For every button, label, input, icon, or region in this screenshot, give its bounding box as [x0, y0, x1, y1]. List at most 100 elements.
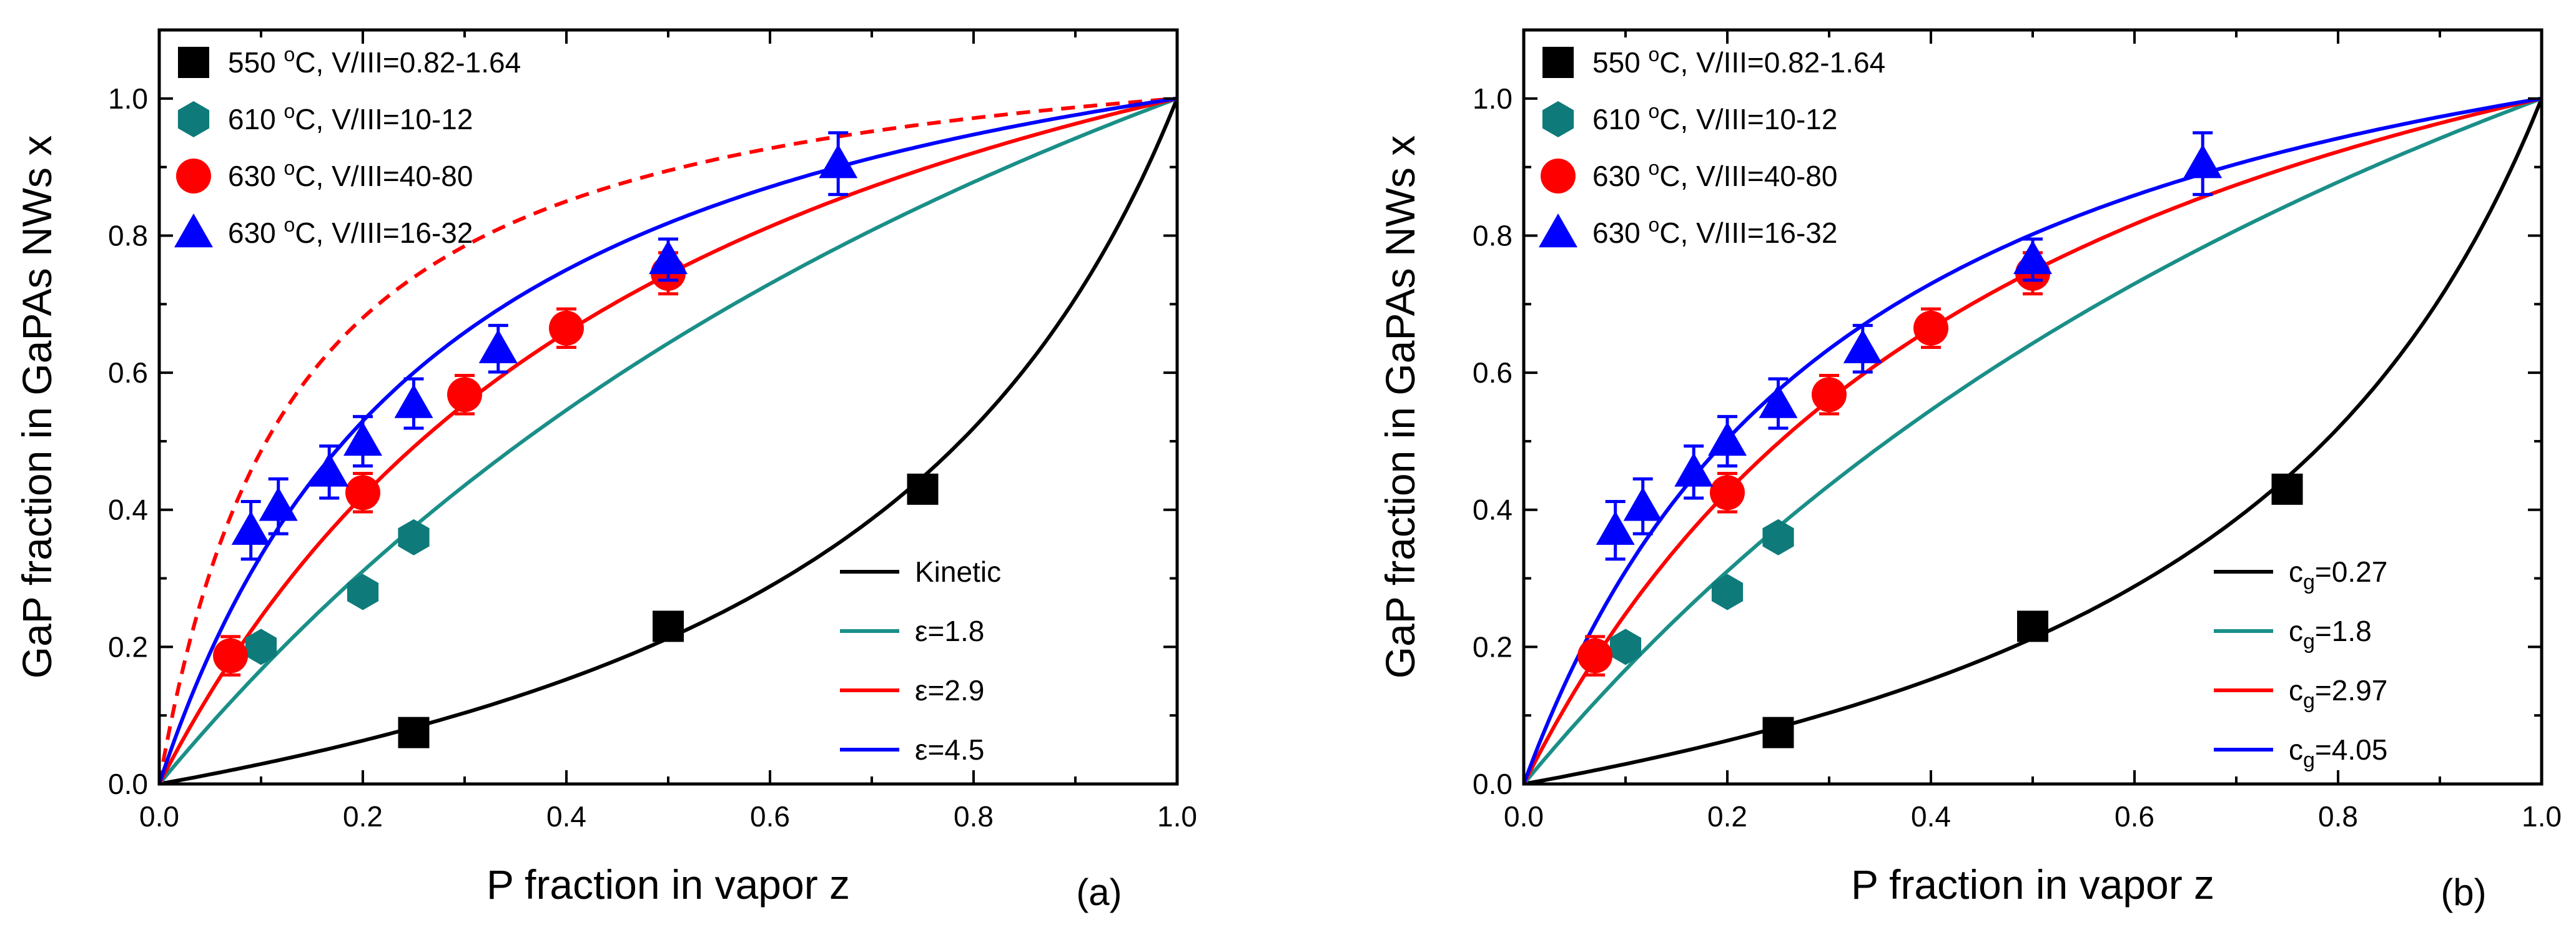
curve-line-0	[1524, 97, 2542, 784]
legend-label: 630 oC, V/III=40-80	[228, 157, 473, 192]
x-tick-label: 0.4	[1911, 800, 1951, 833]
legend-label: 550 oC, V/III=0.82-1.64	[1592, 43, 1885, 79]
data-point	[653, 610, 684, 642]
y-axis-title: GaP fraction in GaPAs NWs x	[1377, 135, 1423, 679]
series-3	[1596, 131, 2223, 561]
x-tick-label: 0.4	[546, 800, 586, 833]
data-point	[549, 310, 584, 346]
legend-marker	[1541, 159, 1576, 193]
curves	[159, 96, 1177, 784]
data-point	[907, 473, 939, 505]
legend-marker	[1539, 213, 1577, 248]
curve-line-4	[159, 96, 1177, 784]
y-axis-title: GaP fraction in GaPAs NWs x	[14, 135, 60, 679]
legend-label: 630 oC, V/III=40-80	[1592, 157, 1837, 192]
x-tick-label: 0.2	[1707, 800, 1747, 833]
series-0	[398, 473, 939, 748]
ticks	[158, 29, 1178, 785]
data-point	[2013, 240, 2052, 275]
ticks	[1522, 29, 2543, 785]
data-point	[1759, 384, 1798, 418]
legend-markers: 550 oC, V/III=0.82-1.64 610 oC, V/III=10-…	[1539, 43, 1885, 249]
legend-label: cg=1.8	[2289, 615, 2372, 654]
data-point	[1623, 487, 1662, 521]
y-tick-label: 0.8	[1473, 219, 1513, 252]
data-point	[447, 377, 482, 413]
plot-frame	[1522, 28, 2544, 786]
y-tick-label: 0.6	[108, 356, 148, 389]
data-point	[1577, 638, 1613, 673]
series-1	[1609, 519, 1794, 665]
legend-label: ε=4.5	[915, 733, 984, 766]
legend-marker	[1542, 47, 1574, 78]
legend-markers: 550 oC, V/III=0.82-1.64 610 oC, V/III=10-…	[174, 43, 521, 249]
data-point	[343, 421, 382, 456]
data-point	[649, 240, 688, 275]
data-point	[1710, 475, 1745, 511]
x-tick-label: 0.6	[2115, 800, 2154, 833]
curve-line-2	[1524, 96, 2542, 784]
chart-panel-a: 0.0 0.2 0.4 0.6 0.8 1.0 0.0 0.2 0.4 0.6 0.8 1.0 P fr…	[14, 28, 1197, 913]
legend-label: 550 oC, V/III=0.82-1.64	[228, 43, 521, 79]
legend-label: cg=4.05	[2289, 733, 2387, 772]
data-point	[1762, 519, 1794, 556]
data-point	[2271, 473, 2303, 505]
x-tick-label: 0.2	[343, 800, 383, 833]
series-0	[1762, 473, 2303, 748]
y-tick-label: 0.2	[1473, 630, 1513, 663]
y-tick-label: 0.8	[108, 219, 148, 252]
legend-marker	[174, 213, 213, 248]
x-tick-label: 0.0	[1504, 800, 1544, 833]
data-point	[310, 453, 349, 487]
x-tick-label: 0.6	[750, 800, 790, 833]
curve-line-2	[159, 96, 1177, 784]
data-point	[2183, 144, 2223, 179]
data-point	[819, 144, 858, 179]
legend-label: ε=1.8	[915, 615, 984, 647]
data-point	[478, 329, 518, 363]
legend-label: cg=2.97	[2289, 674, 2387, 713]
data-point	[1609, 629, 1642, 665]
series-1	[245, 519, 430, 665]
legend-label: 610 oC, V/III=10-12	[228, 100, 473, 135]
data-point	[1913, 310, 1948, 346]
legend-label: Kinetic	[915, 556, 1001, 588]
legend-curves: Kinetic ε=1.8 ε=2.9 ε=4.5	[840, 556, 1001, 766]
series-2	[213, 251, 686, 677]
legend-curves: cg=0.27 cg=1.8 cg=2.97 cg=4.05	[2214, 556, 2387, 772]
data-point	[1596, 511, 1635, 545]
curve-line-1	[1524, 96, 2542, 784]
data-point	[398, 717, 430, 748]
series-2	[1577, 251, 2050, 677]
legend-label: cg=0.27	[2289, 556, 2387, 594]
data-point	[1708, 421, 1747, 456]
legend-label: 630 oC, V/III=16-32	[1592, 213, 1837, 249]
y-tick-label: 1.0	[108, 82, 148, 115]
chart-panel-b: 0.0 0.2 0.4 0.6 0.8 1.0 0.0 0.2 0.4 0.6 0.8 1.0 P fr…	[1377, 28, 2562, 913]
legend-marker	[176, 159, 211, 193]
x-tick-label: 0.0	[139, 800, 179, 833]
x-tick-label: 1.0	[2522, 800, 2562, 833]
x-tick-label: 0.8	[2318, 800, 2358, 833]
curve-line-3	[1524, 96, 2542, 784]
y-tick-label: 0.4	[1473, 494, 1513, 526]
data-point	[1711, 574, 1744, 610]
data-point	[347, 574, 379, 610]
panel-label: (b)	[2440, 871, 2486, 913]
data-point	[1674, 453, 1714, 487]
panel-label: (a)	[1076, 871, 1122, 913]
data-point	[394, 384, 433, 418]
y-tick-label: 0.0	[1473, 768, 1513, 800]
y-tick-label: 1.0	[1473, 82, 1513, 115]
data-point	[231, 511, 270, 545]
curve-line-0	[159, 96, 1177, 784]
y-tick-label: 0.6	[1473, 356, 1513, 389]
legend-marker	[178, 47, 209, 78]
data-point	[1812, 377, 1847, 413]
x-tick-label: 1.0	[1157, 800, 1197, 833]
x-axis-title: P fraction in vapor z	[1851, 861, 2214, 908]
legend-label: ε=2.9	[915, 674, 984, 707]
data-point	[1762, 717, 1794, 748]
curve-line-3	[159, 96, 1177, 784]
